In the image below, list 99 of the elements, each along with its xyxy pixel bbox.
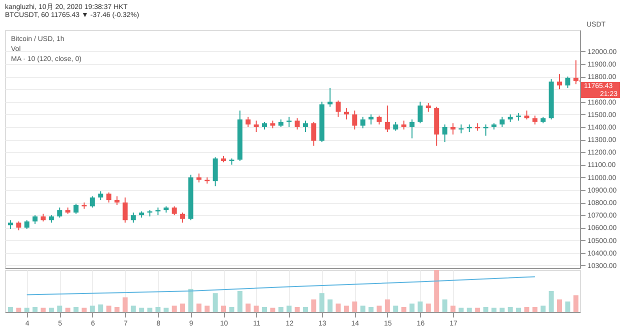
candlestick	[122, 196, 128, 224]
candlestick	[336, 100, 341, 118]
candlestick	[212, 156, 218, 187]
bar	[237, 291, 242, 312]
bar	[8, 306, 13, 312]
candlestick	[360, 116, 366, 129]
bar	[557, 299, 562, 312]
candlestick	[442, 124, 448, 143]
bar	[90, 306, 95, 312]
bar	[188, 288, 194, 312]
bar	[24, 308, 30, 312]
bar	[212, 293, 218, 312]
candlestick	[254, 120, 259, 132]
bar	[475, 308, 480, 312]
candlestick	[311, 121, 316, 146]
bar	[155, 306, 160, 312]
bar	[540, 306, 546, 312]
bar	[278, 306, 284, 312]
bar	[352, 302, 358, 312]
candlestick	[500, 116, 505, 128]
bar	[57, 306, 62, 312]
bar	[246, 304, 251, 312]
bar	[376, 306, 382, 312]
bar	[65, 308, 70, 312]
bar	[286, 306, 292, 312]
candlestick	[74, 203, 79, 214]
bar	[458, 308, 464, 312]
candlestick	[418, 101, 423, 124]
bar	[302, 306, 308, 312]
bar	[82, 308, 87, 312]
bar	[548, 291, 554, 312]
candlestick	[130, 212, 136, 224]
bar	[328, 299, 333, 312]
bar	[147, 308, 152, 312]
bar	[384, 299, 390, 312]
candlestick	[565, 76, 570, 88]
bar	[164, 308, 169, 312]
bar	[139, 308, 144, 312]
bar	[32, 306, 38, 312]
bar	[229, 306, 234, 312]
bar	[180, 304, 186, 312]
bar	[500, 308, 505, 312]
candlestick	[450, 122, 456, 136]
bar	[434, 270, 440, 312]
bar	[516, 308, 522, 312]
candlestick	[328, 87, 333, 108]
bar	[532, 306, 538, 312]
bar	[442, 299, 448, 312]
candlestick	[106, 192, 112, 204]
bar	[172, 306, 177, 312]
bar	[508, 306, 513, 312]
bar	[270, 308, 276, 312]
candlestick	[294, 118, 300, 130]
bar	[122, 297, 128, 312]
bar	[368, 306, 374, 312]
bar	[114, 306, 120, 312]
bar	[196, 304, 202, 312]
candlestick	[57, 207, 62, 218]
bar	[16, 308, 22, 312]
bar	[40, 308, 46, 312]
candlestick	[410, 118, 415, 139]
bar	[410, 304, 415, 312]
bar	[491, 308, 496, 312]
bar	[483, 306, 488, 312]
bar	[524, 306, 530, 312]
bar	[130, 306, 136, 312]
candlestick	[352, 110, 358, 130]
candlestick	[384, 105, 390, 132]
bar	[294, 306, 300, 312]
candlestick	[246, 116, 251, 128]
bar	[254, 306, 259, 312]
candlestick	[368, 114, 374, 125]
bar	[262, 306, 267, 312]
bar	[106, 306, 112, 312]
candlestick	[344, 108, 349, 120]
bar	[98, 304, 104, 312]
candlestick	[302, 120, 308, 132]
bar	[74, 306, 79, 312]
candlestick	[557, 74, 562, 90]
candlestick	[90, 196, 95, 208]
candlestick	[573, 60, 578, 85]
bar	[48, 308, 54, 312]
bar	[418, 302, 423, 312]
bar	[401, 306, 406, 312]
bar	[565, 302, 570, 312]
bar	[319, 293, 324, 312]
bar	[344, 306, 349, 312]
candlestick	[180, 212, 186, 224]
bar	[360, 306, 366, 312]
bar	[336, 304, 341, 312]
bar	[573, 295, 578, 312]
bar	[393, 306, 398, 312]
bar	[204, 306, 210, 312]
bar	[450, 306, 456, 312]
bar	[311, 299, 316, 312]
bar	[426, 304, 431, 312]
bar	[466, 308, 472, 312]
bar	[221, 306, 226, 312]
candlestick	[286, 116, 292, 128]
